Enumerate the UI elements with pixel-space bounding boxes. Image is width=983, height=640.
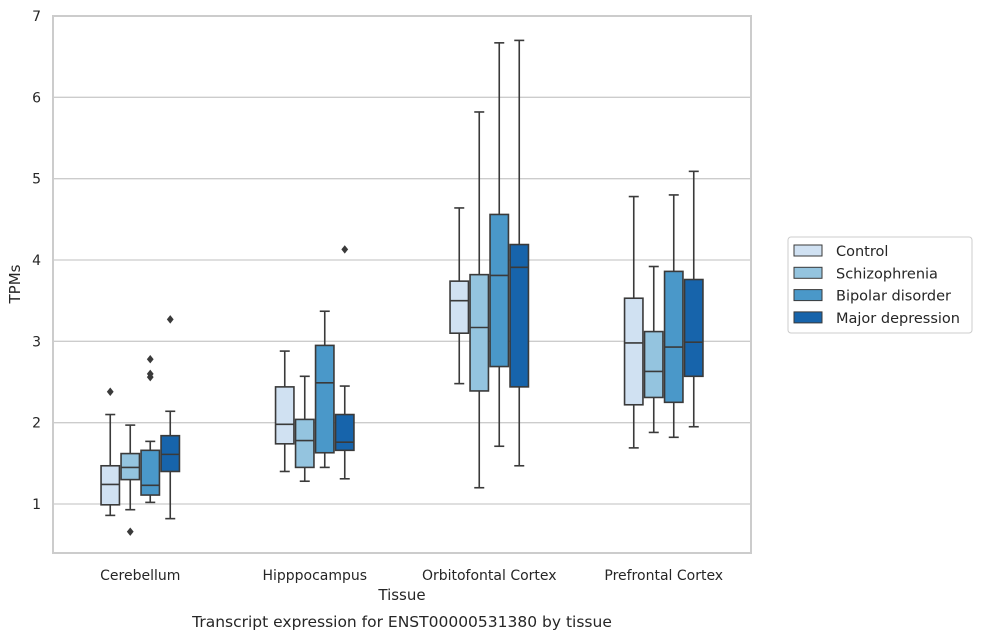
outlier-point	[341, 245, 349, 254]
box-iqr	[100, 464, 121, 506]
chart-caption: Transcript expression for ENST0000053138…	[191, 613, 612, 631]
box-iqr	[663, 270, 684, 404]
legend-label: Control	[836, 244, 888, 260]
box-iqr	[449, 280, 470, 335]
box-iqr	[643, 330, 664, 399]
box-group	[489, 42, 510, 448]
box-group	[140, 355, 161, 504]
y-tick-label: 3	[32, 334, 41, 350]
box-group	[274, 350, 295, 473]
y-axis-label: TPMs	[6, 264, 24, 304]
box-iqr	[274, 386, 295, 445]
box-group	[643, 265, 664, 434]
y-tick-label: 1	[32, 497, 41, 513]
box-plot-series	[100, 39, 704, 536]
box-iqr	[334, 413, 355, 452]
y-tick-label: 7	[32, 9, 41, 25]
box-group	[663, 194, 684, 439]
box-iqr	[294, 418, 315, 469]
legend-label: Schizophrenia	[836, 266, 938, 282]
y-tick-label: 5	[32, 172, 41, 188]
legend-swatch	[793, 311, 823, 324]
box-group	[294, 375, 315, 483]
box-iqr	[623, 297, 644, 406]
outlier-point	[106, 387, 114, 396]
x-axis-label: Tissue	[377, 586, 425, 604]
x-tick-label: Cerebellum	[100, 568, 180, 584]
box-iqr	[509, 243, 530, 388]
box-group	[100, 387, 121, 517]
outlier-point	[126, 527, 134, 536]
legend-swatch	[793, 266, 823, 279]
legend-items: Control Schizophrenia Bipolar disorder Majo…	[793, 244, 960, 327]
x-axis-ticks: Cerebellum Hipppocampus Orbitofontal Corte…	[100, 568, 723, 584]
box-group	[683, 170, 704, 428]
legend-label: Major depression	[836, 311, 960, 327]
box-group	[509, 39, 530, 467]
y-tick-label: 6	[32, 90, 41, 106]
legend-frame	[787, 236, 973, 334]
y-tick-label: 4	[32, 253, 41, 269]
legend: Control Schizophrenia Bipolar disorder Majo…	[787, 236, 973, 334]
box-iqr	[120, 452, 141, 481]
x-tick-label: Hipppocampus	[262, 568, 367, 584]
y-tick-label: 2	[32, 416, 41, 432]
y-axis-ticks: 1 2 3 4 5 6 7	[32, 9, 41, 513]
legend-swatch	[793, 244, 823, 257]
box-iqr	[469, 273, 490, 392]
box-group	[469, 111, 490, 489]
box-group	[314, 310, 335, 469]
box-group	[334, 245, 355, 480]
x-tick-label: Prefrontal Cortex	[604, 568, 723, 584]
x-tick-label: Orbitofontal Cortex	[422, 568, 557, 584]
legend-label: Bipolar disorder	[836, 289, 951, 305]
box-group	[120, 424, 141, 536]
box-iqr	[140, 449, 161, 496]
box-group	[160, 315, 181, 520]
legend-swatch	[793, 289, 823, 302]
plot-area-frame	[52, 15, 752, 554]
box-group	[623, 195, 644, 449]
grid-lines	[53, 96, 751, 505]
outlier-point	[146, 369, 154, 379]
outlier-point	[146, 355, 154, 364]
box-group	[449, 207, 470, 385]
box-iqr	[683, 278, 704, 378]
box-iqr	[314, 344, 335, 454]
outlier-point	[166, 315, 174, 324]
box-iqr	[160, 434, 181, 473]
box-iqr	[489, 213, 510, 368]
